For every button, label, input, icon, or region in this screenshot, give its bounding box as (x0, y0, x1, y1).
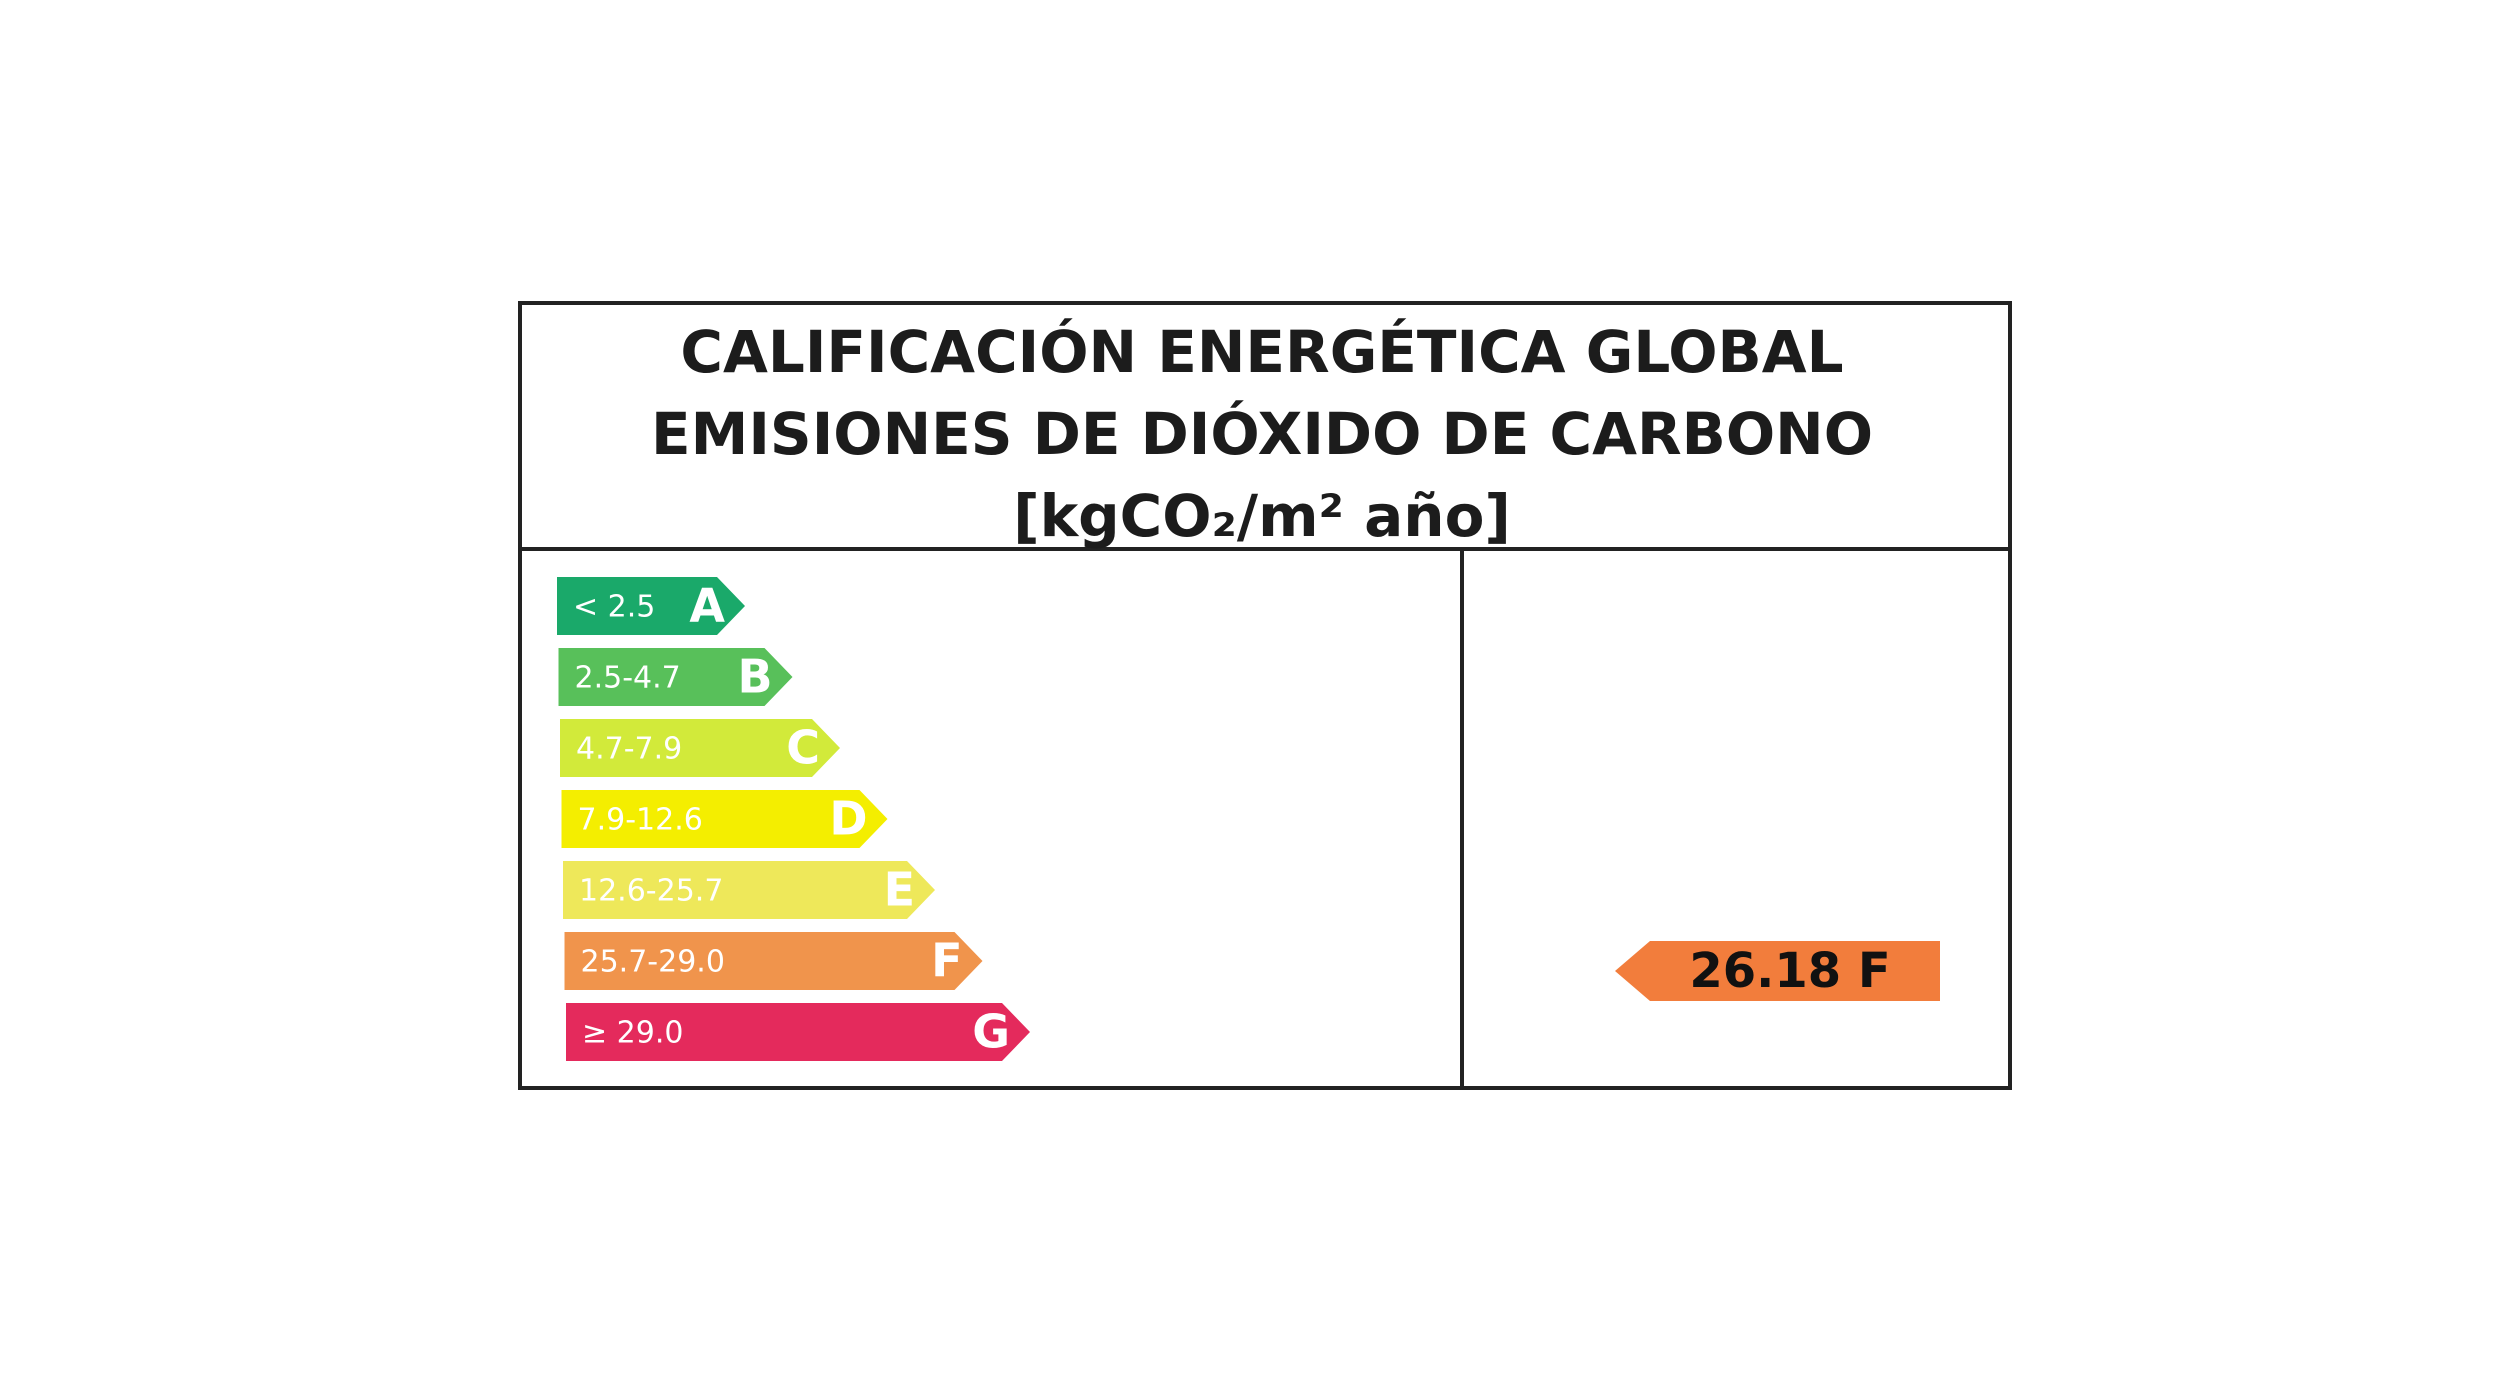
band-letter: B (737, 650, 772, 704)
band-range: 4.7-7.9 (576, 732, 682, 767)
title-line: EMISIONES DE DIÓXIDO DE CARBONO (651, 399, 1873, 468)
band-letter: C (786, 721, 820, 775)
rating-band (558, 648, 793, 706)
band-range: 25.7-29.0 (581, 945, 725, 980)
rating-band (561, 790, 888, 848)
title-line: CALIFICACIÓN ENERGÉTICA GLOBAL (680, 317, 1843, 386)
band-range: ≥ 29.0 (582, 1016, 683, 1051)
band-range: 2.5-4.7 (575, 661, 681, 696)
result-value: 26.18 F (1689, 943, 1890, 999)
band-letter: G (972, 1005, 1010, 1059)
band-letter: D (829, 792, 867, 846)
label-frame (518, 301, 2012, 1090)
rating-band (560, 719, 840, 777)
band-range: < 2.5 (573, 590, 655, 625)
band-letter: F (931, 934, 962, 988)
result-arrow (1615, 941, 1940, 1001)
unit-line: [kgCO₂/m² año] (1013, 482, 1511, 550)
band-letter: A (689, 579, 725, 633)
rating-band (563, 861, 935, 919)
band-range: 7.9-12.6 (578, 803, 703, 838)
band-letter: E (884, 863, 915, 917)
band-range: 12.6-25.7 (579, 874, 723, 909)
rating-band (564, 932, 983, 990)
rating-band (566, 1003, 1030, 1061)
rating-band (557, 577, 745, 635)
